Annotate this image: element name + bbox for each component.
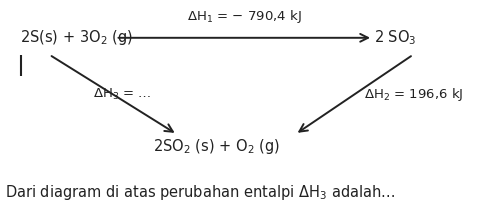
Text: ΔH$_3$ = …: ΔH$_3$ = …	[93, 87, 152, 102]
Text: 2SO$_2$ (s) + O$_2$ (g): 2SO$_2$ (s) + O$_2$ (g)	[153, 138, 280, 156]
Text: ΔH$_2$ = 196,6 kJ: ΔH$_2$ = 196,6 kJ	[364, 86, 463, 103]
Text: ΔH$_1$ = − 790,4 kJ: ΔH$_1$ = − 790,4 kJ	[187, 8, 302, 25]
Text: Dari diagram di atas perubahan entalpi ΔH$_3$ adalah…: Dari diagram di atas perubahan entalpi Δ…	[5, 183, 396, 202]
Text: 2 SO$_3$: 2 SO$_3$	[374, 28, 416, 47]
Text: 2S(s) + 3O$_2$ (g): 2S(s) + 3O$_2$ (g)	[20, 28, 133, 47]
